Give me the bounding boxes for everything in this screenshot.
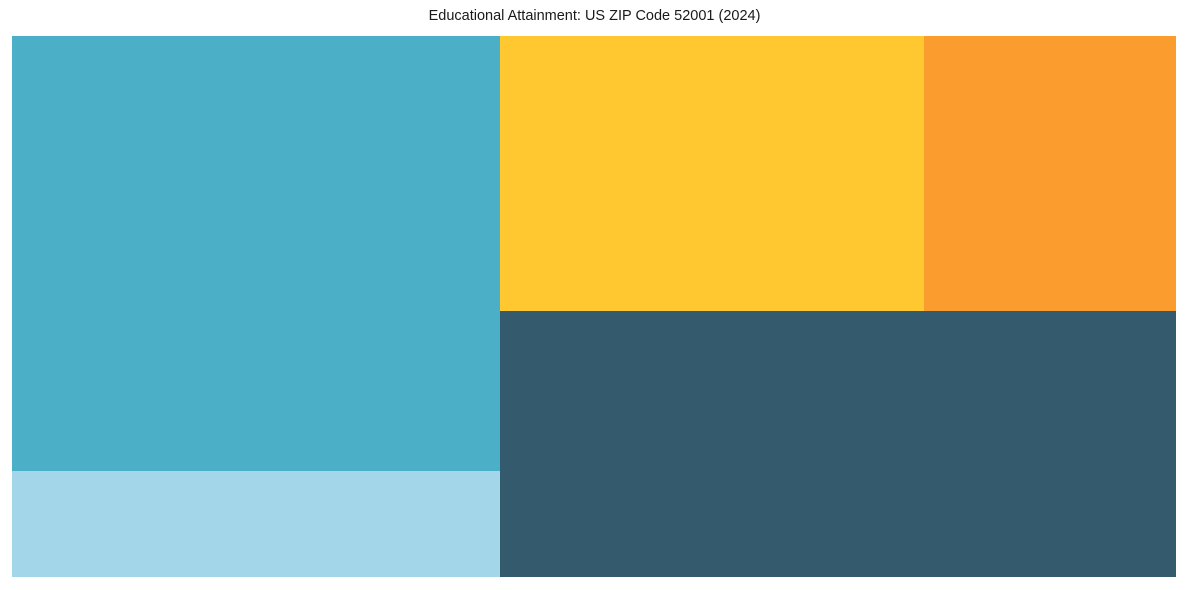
treemap-plot-area: High school graduate (or equivalent)Bach… [12, 36, 1176, 577]
treemap-tile[interactable]: Some college, no degree [500, 311, 1176, 577]
treemap-tile[interactable]: Associate degree [924, 36, 1176, 311]
treemap-tile[interactable]: Bachelor's degree [500, 36, 924, 311]
page-title: Educational Attainment: US ZIP Code 5200… [428, 8, 761, 24]
treemap-tile[interactable]: High school graduate (or equivalent) [12, 36, 500, 471]
treemap-tile[interactable]: Graduate or professional degree [12, 471, 500, 577]
